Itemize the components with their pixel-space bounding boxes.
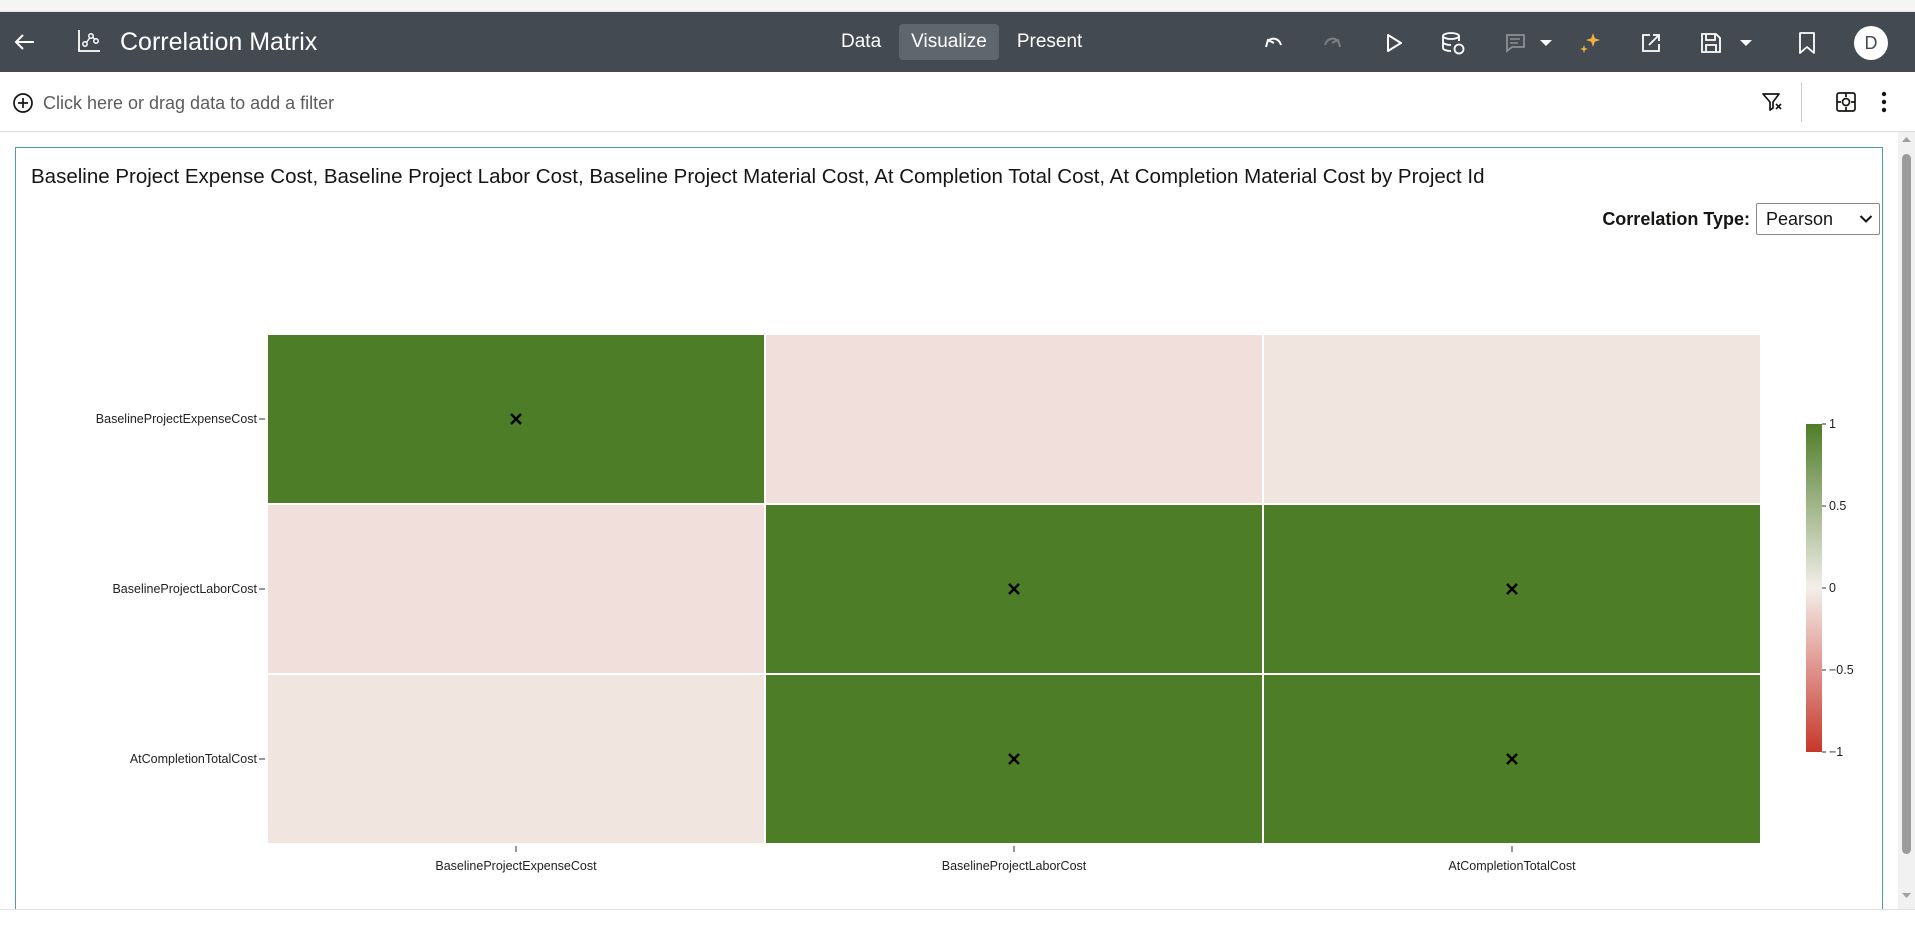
colorbar-tick-label: −1 (1829, 745, 1843, 759)
tab-visualize[interactable]: Visualize (899, 24, 999, 60)
heatmap-cell (764, 333, 1264, 505)
colorbar-tick-label: 0.5 (1829, 499, 1846, 513)
x-axis-label: BaselineProjectExpenseCost (435, 859, 597, 873)
mode-tabs: Data Visualize Present (829, 24, 1094, 60)
comment-button[interactable] (1500, 28, 1530, 58)
run-button[interactable] (1378, 28, 1408, 58)
bookmark-icon (1799, 32, 1815, 54)
properties-gear-icon (1836, 92, 1856, 112)
scroll-up-icon (1902, 137, 1911, 142)
caret-down-icon (1540, 40, 1552, 46)
cell-marker (1506, 583, 1518, 595)
scatter-chart-icon (78, 30, 100, 52)
x-axis-label: AtCompletionTotalCost (1448, 859, 1576, 873)
window-top-strip (0, 0, 1915, 12)
cell-marker (1506, 753, 1518, 765)
correlation-type-control: Correlation Type: Pearson (1602, 203, 1880, 235)
colorbar-tick-label: 1 (1829, 417, 1836, 431)
auto-insights-button[interactable] (1576, 28, 1606, 58)
undo-icon (1265, 37, 1282, 48)
correlation-heatmap: BaselineProjectExpenseCost BaselineProjec… (96, 333, 1854, 873)
comment-icon (1506, 34, 1525, 53)
redo-icon (1324, 37, 1341, 48)
filter-funnel-icon (1762, 93, 1782, 111)
caret-down-icon (1740, 40, 1752, 46)
cell-marker (510, 413, 522, 425)
vertical-scrollbar[interactable] (1898, 132, 1915, 910)
y-axis-label: BaselineProjectLaborCost (112, 582, 257, 596)
comment-menu-button[interactable] (1534, 28, 1558, 58)
database-refresh-icon (1442, 32, 1465, 55)
bookmark-button[interactable] (1792, 28, 1822, 58)
scroll-down-icon (1902, 893, 1911, 898)
bottom-status-bar (0, 909, 1915, 927)
play-icon (1387, 34, 1402, 52)
heatmap-cell (266, 503, 766, 675)
export-button[interactable] (1636, 28, 1666, 58)
back-button[interactable] (8, 26, 42, 58)
user-avatar[interactable]: D (1854, 26, 1888, 60)
app-header: Correlation Matrix Data Visualize Presen… (0, 12, 1915, 72)
more-options-button[interactable] (1872, 88, 1896, 116)
visualization-properties-button[interactable] (1832, 88, 1860, 116)
colorbar-tick-label: 0 (1829, 581, 1836, 595)
heatmap-cell (1262, 333, 1762, 505)
save-icon (1701, 33, 1721, 53)
save-menu-button[interactable] (1734, 28, 1758, 58)
correlation-type-select[interactable]: Pearson (1756, 203, 1880, 235)
x-axis-label: BaselineProjectLaborCost (942, 859, 1087, 873)
arrow-left-icon (14, 34, 34, 50)
visualization-title: Baseline Project Expense Cost, Baseline … (31, 165, 1485, 188)
sparkle-icon (1580, 33, 1600, 53)
correlation-type-label: Correlation Type: (1602, 208, 1750, 229)
page-title: Correlation Matrix (120, 28, 318, 56)
filter-bar: Click here or drag data to add a filter (0, 72, 1915, 132)
visualization-canvas[interactable]: Baseline Project Expense Cost, Baseline … (15, 147, 1883, 917)
scrollbar-thumb[interactable] (1902, 154, 1911, 854)
more-vertical-icon (1881, 91, 1887, 113)
heatmap-cell (266, 673, 766, 845)
cell-marker (1008, 753, 1020, 765)
tab-present[interactable]: Present (1016, 31, 1083, 52)
redo-button[interactable] (1318, 28, 1348, 58)
refresh-data-button[interactable] (1438, 28, 1468, 58)
tab-data[interactable]: Data (841, 31, 882, 52)
y-axis-label: AtCompletionTotalCost (130, 752, 258, 766)
toolbar-divider (1801, 82, 1802, 122)
undo-button[interactable] (1258, 28, 1288, 58)
cell-marker (1008, 583, 1020, 595)
chevron-down-icon (1859, 215, 1873, 223)
add-filter-icon[interactable] (12, 92, 34, 114)
filter-options-button[interactable] (1758, 88, 1786, 116)
filter-placeholder[interactable]: Click here or drag data to add a filter (43, 93, 335, 113)
correlation-type-value: Pearson (1766, 208, 1834, 229)
colorbar (1806, 424, 1822, 752)
colorbar-tick-label: −0.5 (1829, 663, 1854, 677)
y-axis-label: BaselineProjectExpenseCost (96, 412, 258, 426)
save-button[interactable] (1696, 28, 1726, 58)
share-export-icon (1642, 34, 1660, 52)
